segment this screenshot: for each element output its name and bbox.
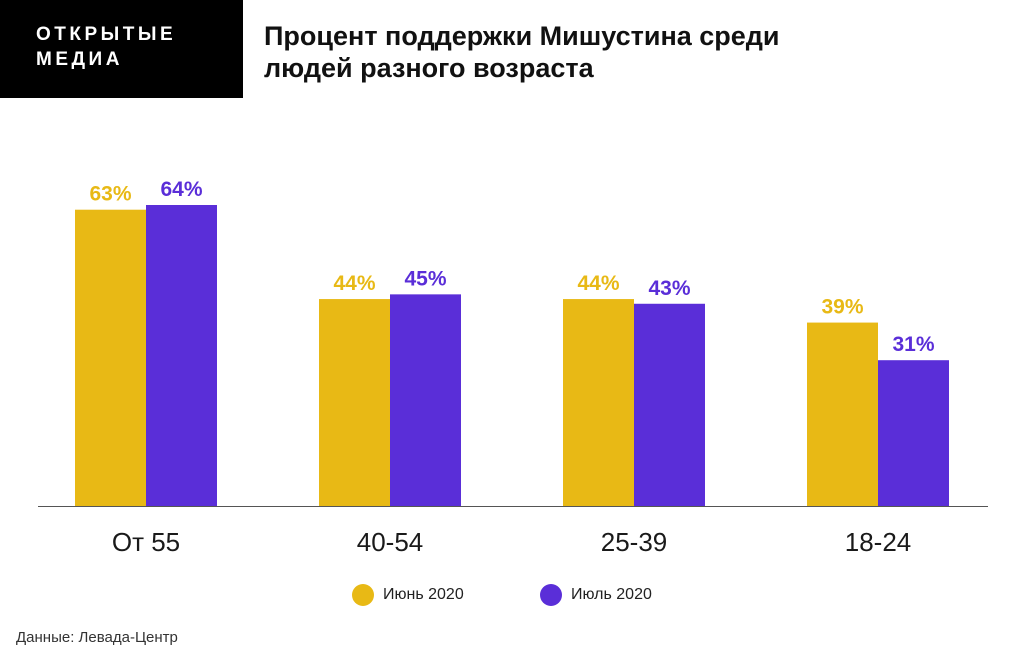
data-label-july-1: 45% <box>404 267 446 290</box>
x-tick-label-2: 25-39 <box>601 527 668 557</box>
legend-item-june: Июнь 2020 <box>352 584 464 606</box>
x-tick-label-0: От 55 <box>112 527 180 557</box>
data-label-july-0: 64% <box>160 178 202 201</box>
bar-july-3 <box>878 360 949 506</box>
chart-title: Процент поддержки Мишустина среди людей … <box>264 20 964 84</box>
legend-swatch-june <box>352 584 374 606</box>
legend-swatch-july <box>540 584 562 606</box>
bar-july-0 <box>146 205 217 506</box>
bar-june-2 <box>563 299 634 506</box>
data-label-june-2: 44% <box>577 272 619 295</box>
chart-title-line-1: Процент поддержки Мишустина среди <box>264 21 780 51</box>
source-note: Данные: Левада-Центр <box>16 629 178 646</box>
brand-line-1: ОТКРЫТЫЕ <box>36 24 177 45</box>
legend-item-july: Июль 2020 <box>540 584 652 606</box>
legend-label-july: Июль 2020 <box>571 586 652 603</box>
x-tick-label-3: 18-24 <box>845 527 912 557</box>
bar-june-0 <box>75 209 146 506</box>
bar-june-3 <box>807 322 878 506</box>
data-label-july-2: 43% <box>648 277 690 300</box>
data-label-june-0: 63% <box>89 183 131 206</box>
legend-label-june: Июнь 2020 <box>383 586 464 603</box>
bar-july-1 <box>390 294 461 506</box>
data-label-june-3: 39% <box>821 296 863 319</box>
bar-chart: 63% 64% От 55 44% 45% 40-54 44% 43% 25-39 39% 31% 1… <box>38 178 988 557</box>
data-label-july-3: 31% <box>892 333 934 356</box>
bar-june-1 <box>319 299 390 506</box>
brand-line-2: МЕДИА <box>36 49 123 70</box>
chart-title-line-2: людей разного возраста <box>264 53 594 83</box>
data-label-june-1: 44% <box>333 272 375 295</box>
x-tick-label-1: 40-54 <box>357 527 424 557</box>
bar-july-2 <box>634 303 705 506</box>
brand-logo: ОТКРЫТЫЕ МЕДИА <box>0 0 243 98</box>
